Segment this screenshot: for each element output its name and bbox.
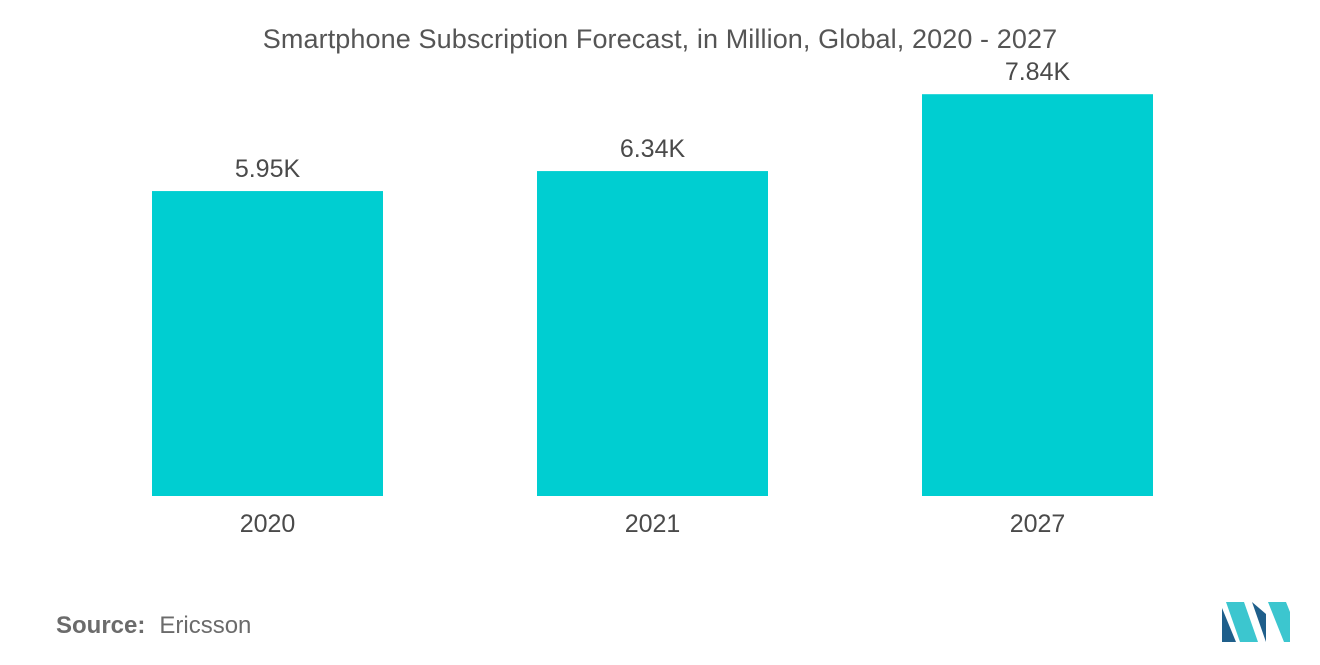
bar-2027 (922, 94, 1153, 496)
bar-2020 (152, 191, 383, 496)
x-tick-label-2021: 2021 (625, 510, 681, 538)
source-note: Source: Ericsson (56, 612, 251, 640)
x-tick-label-2020: 2020 (240, 510, 296, 538)
bar-2021 (537, 171, 768, 496)
data-label-2021: 6.34K (620, 135, 686, 163)
mordor-intelligence-logo-icon (1222, 602, 1290, 642)
x-tick-label-2027: 2027 (1010, 510, 1066, 538)
x-axis-ticks-group: 2020 2021 2027 (240, 510, 1066, 538)
source-label: Source: (56, 612, 146, 639)
data-label-2027: 7.84K (1005, 58, 1071, 86)
source-name: Ericsson (159, 612, 252, 639)
bars-group (152, 94, 1153, 496)
data-label-2020: 5.95K (235, 155, 301, 183)
data-labels-group: 5.95K 6.34K 7.84K (235, 58, 1071, 183)
chart-title: Smartphone Subscription Forecast, in Mil… (262, 24, 1058, 54)
